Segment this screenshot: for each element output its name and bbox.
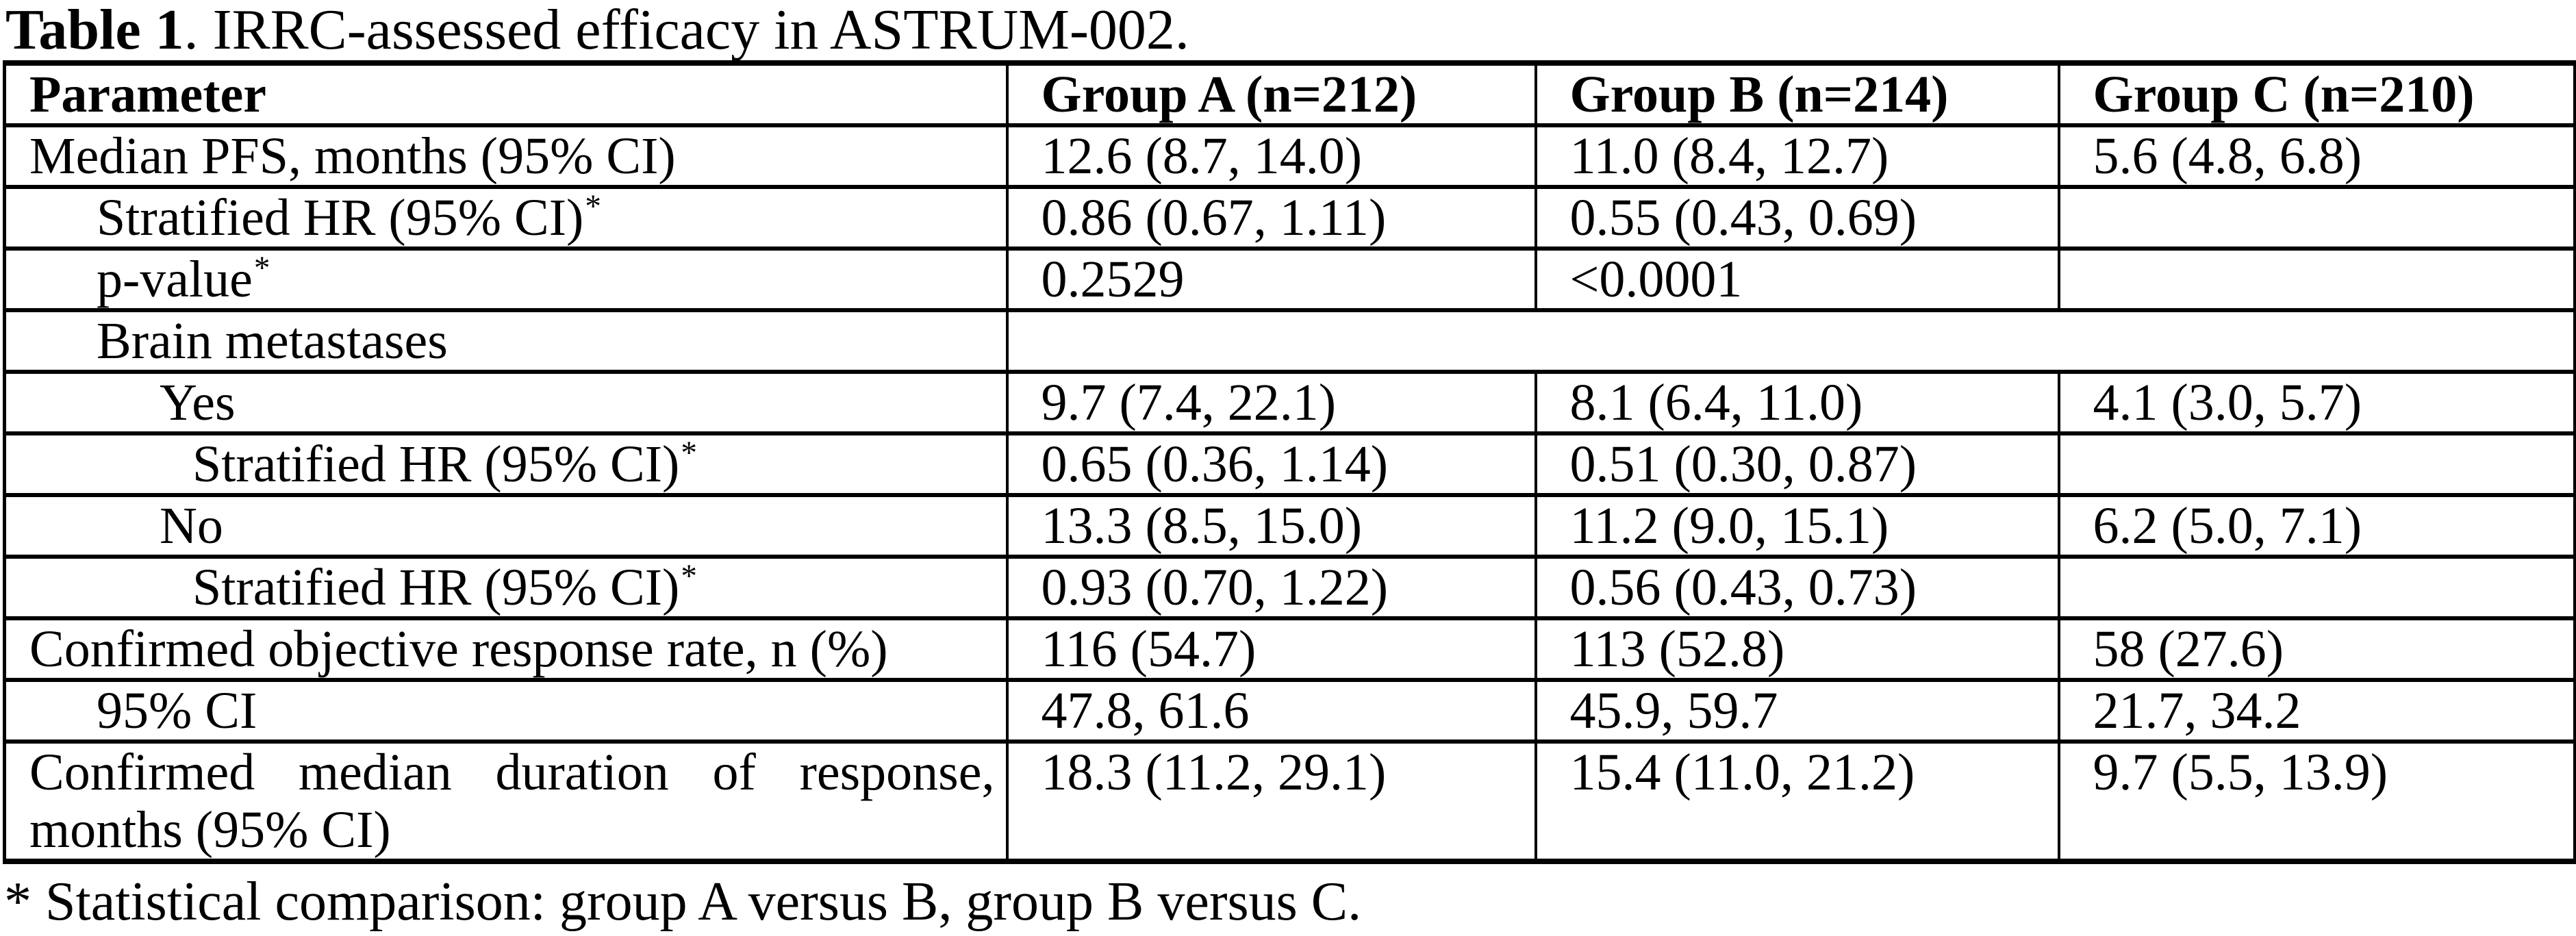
table-header: Parameter Group A (n=212) Group B (n=214) G… [3, 61, 2576, 127]
value-cell [2057, 431, 2576, 497]
table-row: Stratified HR (95% CI)* 0.93 (0.70, 1.22)… [3, 555, 2576, 620]
value-cell: 11.2 (9.0, 15.1) [1534, 493, 2060, 559]
value-cell: 9.7 (7.4, 22.1) [1005, 370, 1537, 435]
table-row: No 13.3 (8.5, 15.0) 11.2 (9.0, 15.1) 6.2 (5… [3, 493, 2576, 559]
column-header: Group A (n=212) [1005, 61, 1537, 127]
value-cell: 21.7, 34.2 [2057, 678, 2576, 744]
parameter-label: No [160, 497, 223, 555]
table-row: Stratified HR (95% CI)* 0.86 (0.67, 1.11)… [3, 185, 2576, 251]
parameter-label: Brain metastases [97, 312, 448, 370]
value-cell: 6.2 (5.0, 7.1) [2057, 493, 2576, 559]
value-cell: 0.86 (0.67, 1.11) [1005, 185, 1537, 251]
value-cell: 0.65 (0.36, 1.14) [1005, 431, 1537, 497]
column-header: Group B (n=214) [1534, 61, 2060, 127]
footnote-marker: * [253, 251, 270, 287]
parameter-label: Stratified HR (95% CI) [97, 189, 584, 246]
table-row: Median PFS, months (95% CI) 12.6 (8.7, 14… [3, 123, 2576, 189]
parameter-label: Stratified HR (95% CI) [192, 435, 680, 493]
value-cell: 12.6 (8.7, 14.0) [1005, 123, 1537, 189]
table-caption-text: . IRRC-assessed efficacy in ASTRUM-002. [184, 0, 1189, 62]
value-cell: 9.7 (5.5, 13.9) [2057, 739, 2576, 863]
footnote-marker: * [681, 435, 697, 472]
table-body: Median PFS, months (95% CI) 12.6 (8.7, 14… [3, 123, 2576, 863]
parameter-cell: p-value* [3, 246, 1009, 312]
parameter-label: Confirmed objective response rate, n (%) [29, 620, 888, 678]
value-cell: 8.1 (6.4, 11.0) [1534, 370, 2060, 435]
parameter-cell: Confirmed median duration of response, mo… [3, 739, 1009, 863]
table-row: Yes 9.7 (7.4, 22.1) 8.1 (6.4, 11.0) 4.1 (3.… [3, 370, 2576, 435]
header-row: Parameter Group A (n=212) Group B (n=214) G… [3, 61, 2576, 127]
footnote-marker: * [681, 559, 697, 595]
table-row: Confirmed median duration of response, mo… [3, 739, 2576, 863]
parameter-cell: Confirmed objective response rate, n (%) [3, 616, 1009, 682]
value-cell: 58 (27.6) [2057, 616, 2576, 682]
table-row: 95% CI 47.8, 61.6 45.9, 59.7 21.7, 34.2 [3, 678, 2576, 744]
value-cell: <0.0001 [1534, 246, 2060, 312]
footnote-marker: * [585, 189, 601, 225]
merged-empty-cell [1005, 308, 2576, 374]
column-header: Parameter [3, 61, 1009, 127]
value-cell: 0.55 (0.43, 0.69) [1534, 185, 2060, 251]
parameter-label-line: Confirmed median duration of response, [29, 744, 995, 801]
table-row: Stratified HR (95% CI)* 0.65 (0.36, 1.14)… [3, 431, 2576, 497]
value-cell: 11.0 (8.4, 12.7) [1534, 123, 2060, 189]
value-cell: 45.9, 59.7 [1534, 678, 2060, 744]
value-cell: 0.51 (0.30, 0.87) [1534, 431, 2060, 497]
parameter-label: Yes [160, 374, 236, 431]
parameter-cell: Stratified HR (95% CI)* [3, 555, 1009, 620]
table-row: Brain metastases [3, 308, 2576, 374]
parameter-label-line: months (95% CI) [29, 801, 391, 859]
value-cell [2057, 555, 2576, 620]
parameter-label: p-value [97, 251, 253, 308]
parameter-cell: 95% CI [3, 678, 1009, 744]
value-cell: 0.56 (0.43, 0.73) [1534, 555, 2060, 620]
value-cell: 4.1 (3.0, 5.7) [2057, 370, 2576, 435]
value-cell: 13.3 (8.5, 15.0) [1005, 493, 1537, 559]
efficacy-table: Parameter Group A (n=212) Group B (n=214) G… [3, 60, 2576, 864]
parameter-cell: Stratified HR (95% CI)* [3, 185, 1009, 251]
column-header: Group C (n=210) [2057, 61, 2576, 127]
value-cell: 15.4 (11.0, 21.2) [1534, 739, 2060, 863]
table-caption: Table 1. IRRC-assessed efficacy in ASTRU… [0, 0, 2576, 60]
value-cell: 0.93 (0.70, 1.22) [1005, 555, 1537, 620]
value-cell: 0.2529 [1005, 246, 1537, 312]
value-cell: 47.8, 61.6 [1005, 678, 1537, 744]
value-cell: 5.6 (4.8, 6.8) [2057, 123, 2576, 189]
parameter-cell: Stratified HR (95% CI)* [3, 431, 1009, 497]
parameter-cell: No [3, 493, 1009, 559]
parameter-cell: Median PFS, months (95% CI) [3, 123, 1009, 189]
value-cell [2057, 185, 2576, 251]
parameter-label: Median PFS, months (95% CI) [29, 127, 676, 185]
parameter-label: 95% CI [97, 682, 257, 739]
parameter-cell: Yes [3, 370, 1009, 435]
value-cell: 18.3 (11.2, 29.1) [1005, 739, 1537, 863]
table-caption-number: Table 1 [5, 0, 184, 62]
value-cell: 116 (54.7) [1005, 616, 1537, 682]
table-row: Confirmed objective response rate, n (%)… [3, 616, 2576, 682]
table-footnote: * Statistical comparison: group A versus… [4, 872, 1362, 932]
table-row: p-value* 0.2529 <0.0001 [3, 246, 2576, 312]
value-cell: 113 (52.8) [1534, 616, 2060, 682]
value-cell [2057, 246, 2576, 312]
parameter-label: Stratified HR (95% CI) [192, 559, 680, 616]
parameter-cell: Brain metastases [3, 308, 1009, 374]
